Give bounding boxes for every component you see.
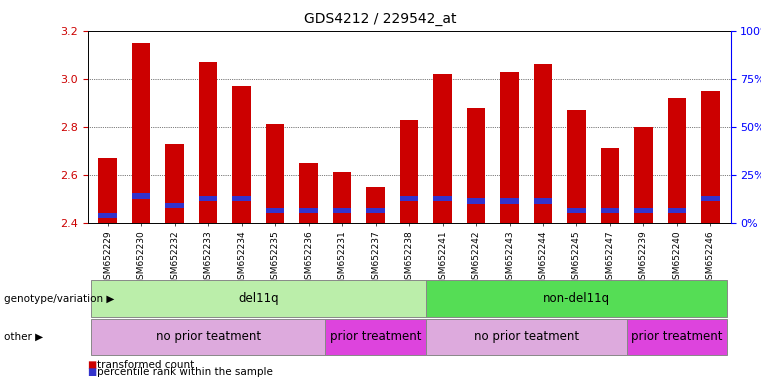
Bar xyxy=(500,71,519,223)
Bar xyxy=(232,196,251,201)
Bar xyxy=(266,208,285,213)
Bar xyxy=(266,124,285,223)
Bar xyxy=(701,91,720,223)
Text: other ▶: other ▶ xyxy=(4,332,43,342)
Bar xyxy=(165,144,184,223)
Bar xyxy=(333,208,352,213)
Bar xyxy=(366,208,385,213)
Bar xyxy=(299,208,318,213)
Text: ■: ■ xyxy=(88,360,97,370)
Bar xyxy=(634,208,653,213)
Bar xyxy=(199,196,218,201)
Bar xyxy=(701,196,720,201)
Bar xyxy=(433,196,452,201)
Bar xyxy=(600,208,619,213)
Text: prior treatment: prior treatment xyxy=(631,331,723,343)
Bar xyxy=(333,172,352,223)
Bar xyxy=(400,196,419,201)
Bar xyxy=(366,187,385,223)
Bar xyxy=(98,213,117,218)
Bar xyxy=(567,110,586,223)
Text: no prior teatment: no prior teatment xyxy=(473,331,579,343)
Text: no prior teatment: no prior teatment xyxy=(155,331,261,343)
Bar xyxy=(634,127,653,223)
Bar xyxy=(500,198,519,204)
Text: prior treatment: prior treatment xyxy=(330,331,422,343)
Text: del11q: del11q xyxy=(238,292,279,305)
Bar xyxy=(533,198,552,204)
Bar xyxy=(299,163,318,223)
Bar xyxy=(199,62,218,223)
Bar xyxy=(132,194,151,199)
Bar xyxy=(165,203,184,208)
Text: genotype/variation ▶: genotype/variation ▶ xyxy=(4,293,114,304)
Bar xyxy=(232,86,251,223)
Text: ■: ■ xyxy=(88,367,97,377)
Bar xyxy=(567,208,586,213)
Text: percentile rank within the sample: percentile rank within the sample xyxy=(97,367,273,377)
Bar xyxy=(132,43,151,223)
Bar xyxy=(667,98,686,223)
Bar xyxy=(433,74,452,223)
Bar xyxy=(667,208,686,213)
Bar xyxy=(600,148,619,223)
Text: non-del11q: non-del11q xyxy=(543,292,610,305)
Bar xyxy=(466,198,486,204)
Text: transformed count: transformed count xyxy=(97,360,195,370)
Bar xyxy=(533,65,552,223)
Bar xyxy=(98,158,117,223)
Bar xyxy=(400,119,419,223)
Text: GDS4212 / 229542_at: GDS4212 / 229542_at xyxy=(304,12,457,25)
Bar xyxy=(466,108,486,223)
